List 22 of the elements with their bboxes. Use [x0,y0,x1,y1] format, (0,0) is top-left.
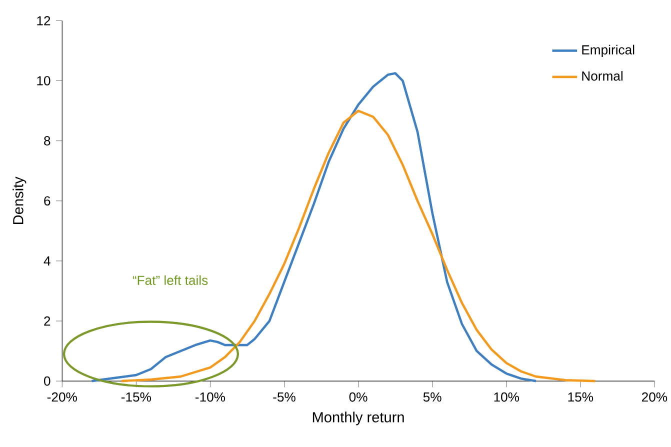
x-tick-label: 15% [568,392,594,402]
x-tick-label: -15% [121,392,151,402]
legend-label: Normal [582,70,622,81]
annotation: “Fat” left tails [132,275,208,285]
x-tick-label: -5% [273,392,296,402]
y-tick-label: 0 [44,376,50,386]
y-tick-label: 2 [44,316,50,326]
x-tick-label: 20% [642,392,668,402]
legend-label: Empirical [582,44,634,57]
y-tick-label: 10 [37,76,50,86]
line-series [120,109,596,382]
x-tick-label: 0% [349,392,368,402]
y-axis-title: Density [12,176,26,224]
x-tick-label: -20% [47,392,77,402]
x-axis-title: Monthly return [312,412,404,426]
y-tick-label: 8 [44,136,50,146]
x-tick-label: 5% [423,392,442,402]
y-tick-label: 12 [37,16,50,26]
y-tick-label: 6 [44,196,50,206]
x-tick-label: -10% [196,392,226,402]
y-tick-label: 4 [44,256,50,266]
x-tick-label: 10% [494,392,520,402]
